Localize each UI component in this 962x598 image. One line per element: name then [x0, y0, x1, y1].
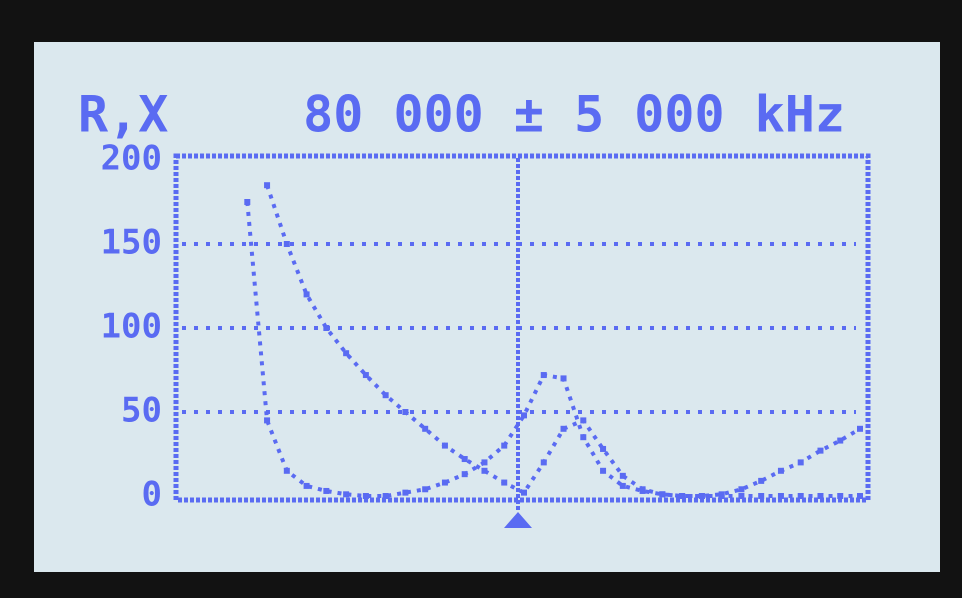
data-point	[363, 493, 369, 499]
data-point	[304, 483, 310, 489]
data-point	[521, 490, 527, 496]
y-tick-label: 0	[142, 475, 162, 515]
data-point	[679, 493, 685, 499]
data-point	[402, 490, 408, 496]
data-point	[284, 241, 290, 247]
data-point	[659, 491, 665, 497]
data-point	[481, 459, 487, 465]
data-point	[343, 491, 349, 497]
data-point	[422, 426, 428, 432]
data-point	[541, 372, 547, 378]
data-point	[323, 488, 329, 494]
data-point	[402, 409, 408, 415]
data-point	[580, 434, 586, 440]
data-point	[442, 443, 448, 449]
chart-subtitle: 80 000 ± 5 000 kHz	[303, 86, 845, 144]
data-point	[798, 459, 804, 465]
data-point	[758, 493, 764, 499]
y-tick-label: 150	[101, 223, 162, 263]
data-point	[817, 493, 823, 499]
y-tick-label: 100	[101, 307, 162, 347]
data-point	[284, 468, 290, 474]
data-point	[857, 426, 863, 432]
screen: R,X 80 000 ± 5 000 kHz 0 50 100 150 200	[0, 0, 962, 598]
data-point	[857, 493, 863, 499]
data-point	[738, 486, 744, 492]
data-point	[383, 493, 389, 499]
data-point	[719, 493, 725, 499]
data-point	[561, 375, 567, 381]
data-point	[837, 438, 843, 444]
y-tick-label: 200	[101, 139, 162, 179]
data-point	[521, 412, 527, 418]
data-point	[798, 493, 804, 499]
data-point	[640, 486, 646, 492]
data-point	[304, 291, 310, 297]
data-point	[383, 392, 389, 398]
data-point	[363, 372, 369, 378]
data-point	[501, 480, 507, 486]
data-point	[561, 426, 567, 432]
data-point	[541, 459, 547, 465]
data-point	[501, 443, 507, 449]
data-point	[699, 493, 705, 499]
data-point	[481, 468, 487, 474]
data-point	[580, 417, 586, 423]
data-point	[600, 468, 606, 474]
data-point	[462, 456, 468, 462]
data-point	[758, 478, 764, 484]
data-point	[837, 493, 843, 499]
data-point	[778, 493, 784, 499]
data-point	[738, 493, 744, 499]
data-point	[422, 486, 428, 492]
data-point	[442, 480, 448, 486]
data-point	[264, 182, 270, 188]
data-point	[343, 350, 349, 356]
data-point	[600, 446, 606, 452]
chart-title: R,X	[78, 86, 168, 144]
data-point	[620, 473, 626, 479]
data-point	[778, 468, 784, 474]
data-point	[462, 471, 468, 477]
y-tick-label: 50	[121, 391, 162, 431]
data-point	[264, 417, 270, 423]
data-point	[323, 325, 329, 331]
data-point	[620, 483, 626, 489]
data-point	[817, 448, 823, 454]
data-point	[244, 199, 250, 205]
